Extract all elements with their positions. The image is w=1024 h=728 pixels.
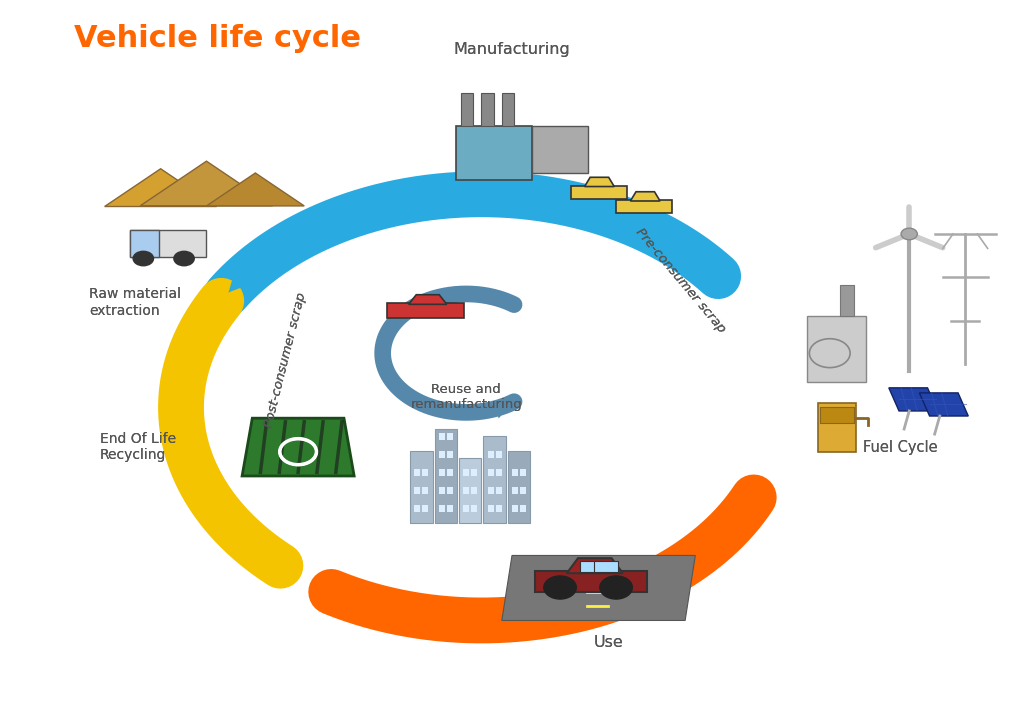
FancyBboxPatch shape [520,505,526,512]
FancyBboxPatch shape [483,436,506,523]
FancyBboxPatch shape [616,200,673,213]
Circle shape [544,576,577,599]
Polygon shape [631,191,660,201]
Text: Manufacturing: Manufacturing [454,42,570,58]
FancyBboxPatch shape [415,487,420,494]
FancyBboxPatch shape [496,451,502,458]
FancyBboxPatch shape [446,451,453,458]
FancyBboxPatch shape [446,487,453,494]
FancyBboxPatch shape [581,561,605,572]
FancyBboxPatch shape [438,451,444,458]
FancyBboxPatch shape [463,469,469,476]
FancyBboxPatch shape [471,505,477,512]
FancyBboxPatch shape [536,571,647,592]
FancyBboxPatch shape [520,487,526,494]
FancyBboxPatch shape [487,451,494,458]
FancyBboxPatch shape [415,505,420,512]
Polygon shape [409,295,446,304]
Text: Fuel Cycle: Fuel Cycle [863,440,938,454]
FancyBboxPatch shape [807,316,866,382]
FancyBboxPatch shape [817,403,856,452]
FancyBboxPatch shape [471,487,477,494]
Circle shape [600,576,633,599]
FancyBboxPatch shape [434,429,457,523]
FancyBboxPatch shape [594,561,618,572]
FancyBboxPatch shape [456,126,532,180]
FancyBboxPatch shape [487,469,494,476]
Text: Manufacturing: Manufacturing [454,42,570,58]
FancyBboxPatch shape [532,126,589,173]
FancyBboxPatch shape [512,469,518,476]
FancyBboxPatch shape [438,487,444,494]
Polygon shape [140,161,272,206]
FancyBboxPatch shape [496,469,502,476]
Text: Use: Use [594,635,624,649]
Polygon shape [889,388,938,411]
FancyBboxPatch shape [438,469,444,476]
FancyBboxPatch shape [446,469,453,476]
FancyBboxPatch shape [840,285,854,316]
Text: Vehicle life cycle: Vehicle life cycle [74,25,361,53]
FancyBboxPatch shape [422,469,428,476]
FancyBboxPatch shape [520,469,526,476]
FancyBboxPatch shape [463,505,469,512]
Circle shape [901,228,918,240]
Text: Reuse and
remanufacturing: Reuse and remanufacturing [411,382,522,411]
FancyBboxPatch shape [459,458,481,523]
Text: Post-consumer scrap: Post-consumer scrap [263,291,309,430]
Text: Reuse and
remanufacturing: Reuse and remanufacturing [411,382,522,411]
Text: Use: Use [594,635,624,649]
FancyBboxPatch shape [508,451,530,523]
FancyBboxPatch shape [512,505,518,512]
Polygon shape [585,178,614,186]
Text: Raw material
extraction: Raw material extraction [89,288,181,317]
FancyBboxPatch shape [487,487,494,494]
Text: Raw material
extraction: Raw material extraction [89,288,181,317]
Text: Pre-consumer scrap: Pre-consumer scrap [633,226,727,336]
Text: End Of Life
Recycling: End Of Life Recycling [99,432,176,462]
FancyBboxPatch shape [438,505,444,512]
FancyBboxPatch shape [819,408,854,423]
FancyBboxPatch shape [422,505,428,512]
FancyBboxPatch shape [387,303,464,318]
FancyBboxPatch shape [487,505,494,512]
FancyBboxPatch shape [415,469,420,476]
FancyBboxPatch shape [502,93,514,126]
FancyBboxPatch shape [461,93,473,126]
FancyBboxPatch shape [411,451,432,523]
FancyBboxPatch shape [471,469,477,476]
Polygon shape [104,169,217,207]
FancyBboxPatch shape [446,432,453,440]
FancyBboxPatch shape [130,229,207,257]
FancyBboxPatch shape [570,186,627,199]
FancyBboxPatch shape [496,487,502,494]
FancyBboxPatch shape [130,229,159,257]
FancyBboxPatch shape [438,432,444,440]
FancyBboxPatch shape [422,487,428,494]
Circle shape [174,251,195,266]
Text: End Of Life
Recycling: End Of Life Recycling [99,432,176,462]
Polygon shape [920,393,969,416]
Polygon shape [242,418,354,476]
FancyBboxPatch shape [496,505,502,512]
FancyBboxPatch shape [512,487,518,494]
Text: Fuel Cycle: Fuel Cycle [863,440,938,454]
Text: Pre-consumer scrap: Pre-consumer scrap [633,226,727,336]
FancyBboxPatch shape [463,487,469,494]
Polygon shape [207,173,304,206]
Polygon shape [502,555,695,620]
Text: Post-consumer scrap: Post-consumer scrap [263,291,309,430]
FancyBboxPatch shape [446,505,453,512]
Circle shape [809,339,850,368]
FancyBboxPatch shape [481,93,494,126]
Circle shape [133,251,154,266]
Polygon shape [567,558,623,573]
